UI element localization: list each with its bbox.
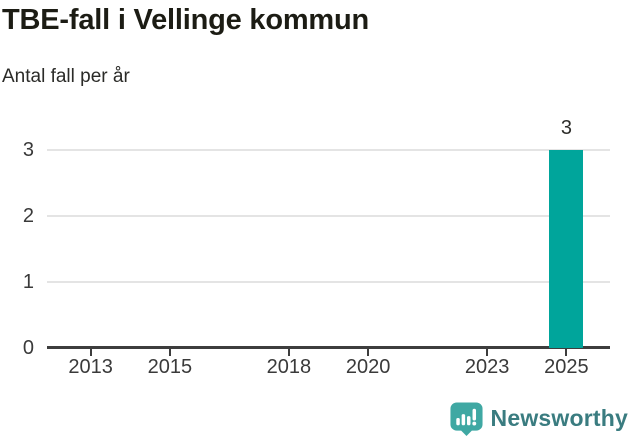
gridline-y-2 <box>47 215 610 217</box>
x-tick-2025 <box>565 348 568 356</box>
x-tick-label-2013: 2013 <box>68 356 113 378</box>
x-tick-2020 <box>367 348 370 356</box>
x-tick-label-2023: 2023 <box>464 356 510 378</box>
x-tick-2023 <box>486 348 489 356</box>
x-tick-label-2025: 2025 <box>544 356 589 378</box>
newsworthy-wordmark: Newsworthy <box>490 405 628 431</box>
gridline-y-1 <box>47 281 610 283</box>
x-axis-line <box>47 346 610 349</box>
x-tick-label-2018: 2018 <box>266 356 312 378</box>
x-tick-2015 <box>168 348 171 356</box>
x-tick-label-2015: 2015 <box>147 356 193 378</box>
newsworthy-chart-bubble-icon <box>449 401 484 436</box>
x-tick-2018 <box>287 348 290 356</box>
x-tick-label-2020: 2020 <box>345 356 391 378</box>
bar-2025 <box>549 150 584 348</box>
newsworthy-logo: Newsworthy <box>449 401 628 436</box>
chart-title: TBE-fall i Vellinge kommun <box>2 4 370 36</box>
y-tick-label-3: 3 <box>22 139 34 161</box>
y-tick-label-1: 1 <box>22 271 34 293</box>
gridline-y-3 <box>47 149 610 151</box>
x-tick-2013 <box>89 348 92 356</box>
y-tick-label-0: 0 <box>22 337 34 359</box>
plot-area: 0 1 2 3 2013 2015 2018 2020 2023 2025 3 <box>23 117 610 378</box>
chart-subtitle: Antal fall per år <box>2 66 130 87</box>
y-tick-label-2: 2 <box>22 205 34 227</box>
bar-value-label-2025: 3 <box>560 117 572 139</box>
